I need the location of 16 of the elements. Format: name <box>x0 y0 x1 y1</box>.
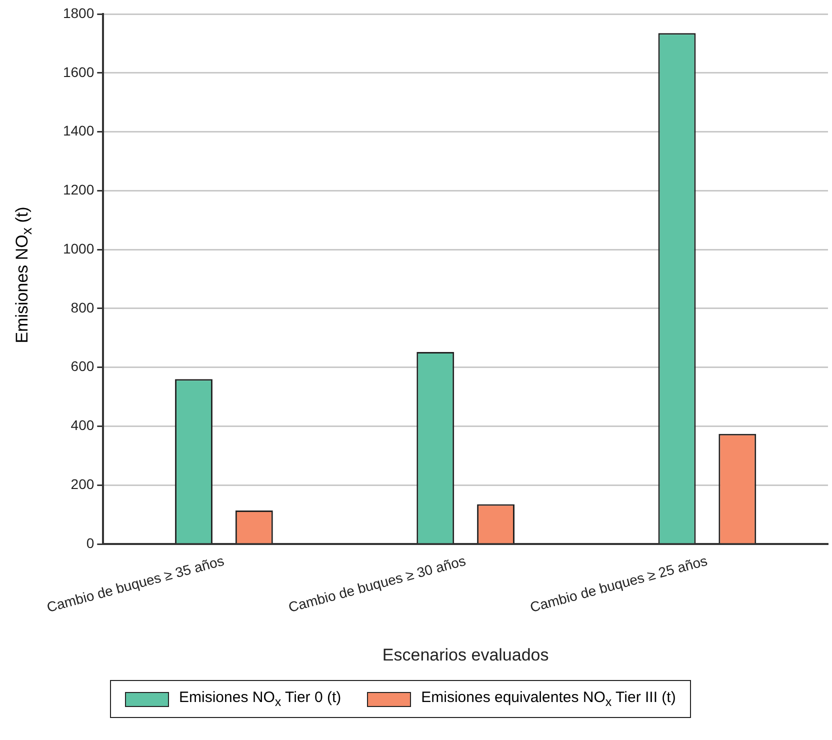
y-tick-label: 1000 <box>62 240 94 256</box>
y-tick-label: 1800 <box>62 4 94 21</box>
x-tick-label: Cambio de buques ≥ 25 años <box>528 552 709 616</box>
x-tick-label: Cambio de buques ≥ 35 años <box>45 552 226 616</box>
y-tick-label: 600 <box>70 358 94 374</box>
y-tick-label: 1200 <box>62 182 94 198</box>
x-axis-title: Escenarios evaluados <box>382 645 549 664</box>
y-tick-label: 1400 <box>62 122 94 139</box>
y-tick-label: 1600 <box>62 64 94 80</box>
y-tick-label: 800 <box>70 299 94 316</box>
legend-label: Emisiones NO$_{x}$ Tier 0 (t) <box>179 689 342 709</box>
y-tick-label: 400 <box>70 417 94 434</box>
y-tick-label: 0 <box>86 534 94 551</box>
x-tick-label: Cambio de buques ≥ 30 años <box>286 552 468 616</box>
legend-label: Emisiones equivalentes NO$_{x}$ Tier III (t) <box>421 689 676 709</box>
y-tick-label: 200 <box>70 476 94 492</box>
